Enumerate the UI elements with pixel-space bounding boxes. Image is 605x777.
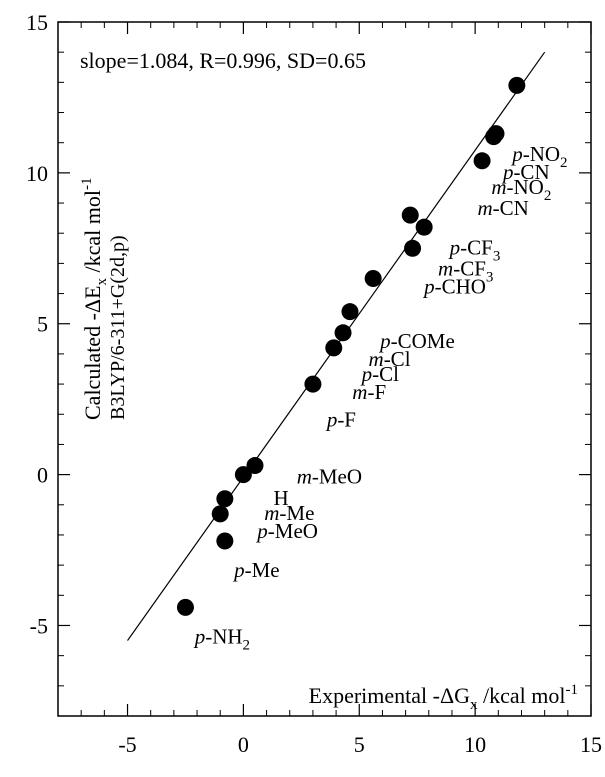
y-tick-label: 5 bbox=[37, 312, 48, 337]
y-axis-subtitle: B3LYP/6-311+G(2d,p) bbox=[107, 235, 129, 420]
point-labels: p-NH2p-Mep-MeOm-MeHm-MeOp-Fm-Fp-Clm-Clp-… bbox=[193, 142, 568, 654]
point-label: m-NO2 bbox=[491, 175, 551, 204]
point-label: p-NO2 bbox=[510, 142, 567, 171]
point-label: p-NH2 bbox=[193, 625, 250, 654]
y-tick-label: -5 bbox=[30, 613, 48, 638]
point-label: p-Cl bbox=[360, 362, 400, 386]
point-label: m-CN bbox=[477, 196, 528, 220]
data-point bbox=[401, 206, 419, 224]
point-label: H bbox=[274, 486, 289, 510]
data-point bbox=[334, 324, 352, 342]
data-points bbox=[176, 76, 526, 616]
data-point bbox=[341, 303, 359, 321]
point-label: p-CF3 bbox=[448, 235, 501, 264]
axis-tick-labels: -5 0 5 10 15 -5 0 5 10 15 bbox=[26, 10, 602, 757]
point-label: p-CHO bbox=[422, 275, 486, 299]
data-point bbox=[234, 466, 252, 484]
data-point bbox=[508, 76, 526, 94]
data-point bbox=[216, 490, 234, 508]
data-point bbox=[364, 269, 382, 287]
point-label: m-MeO bbox=[297, 465, 362, 489]
axis-ticks bbox=[58, 21, 592, 716]
x-tick-label: 10 bbox=[464, 732, 486, 757]
point-label: m-CF3 bbox=[438, 256, 493, 285]
data-point bbox=[176, 598, 194, 616]
data-point bbox=[473, 152, 491, 170]
y-tick-label: 10 bbox=[26, 161, 48, 186]
x-tick-label: 5 bbox=[354, 732, 365, 757]
data-point bbox=[304, 375, 322, 393]
data-point bbox=[325, 339, 343, 357]
point-label: m-F bbox=[352, 380, 386, 404]
data-point bbox=[246, 457, 264, 475]
y-axis-title: Calculated -ΔEx /kcal mol-1 bbox=[79, 178, 110, 420]
point-label: p-F bbox=[325, 407, 356, 431]
y-tick-label: 15 bbox=[26, 10, 48, 35]
data-point bbox=[211, 505, 229, 523]
point-label: p-COMe bbox=[378, 329, 455, 353]
plot-frame bbox=[57, 21, 592, 717]
data-point bbox=[415, 218, 433, 236]
x-tick-label: 0 bbox=[238, 732, 249, 757]
x-axis-title: Experimental -ΔGx /kcal mol-1 bbox=[309, 682, 578, 713]
data-point bbox=[216, 532, 234, 550]
point-label: m-Me bbox=[264, 501, 314, 525]
y-tick-label: 0 bbox=[37, 463, 48, 488]
fit-statistics-annotation: slope=1.084, R=0.996, SD=0.65 bbox=[80, 48, 366, 73]
data-point bbox=[487, 125, 505, 143]
x-tick-label: -5 bbox=[118, 732, 136, 757]
data-point bbox=[404, 239, 422, 257]
point-label: m-Cl bbox=[369, 347, 411, 371]
point-label: p-CN bbox=[501, 160, 550, 184]
point-label: p-MeO bbox=[255, 519, 318, 543]
x-tick-label: 15 bbox=[580, 732, 602, 757]
point-label: p-Me bbox=[232, 558, 280, 582]
